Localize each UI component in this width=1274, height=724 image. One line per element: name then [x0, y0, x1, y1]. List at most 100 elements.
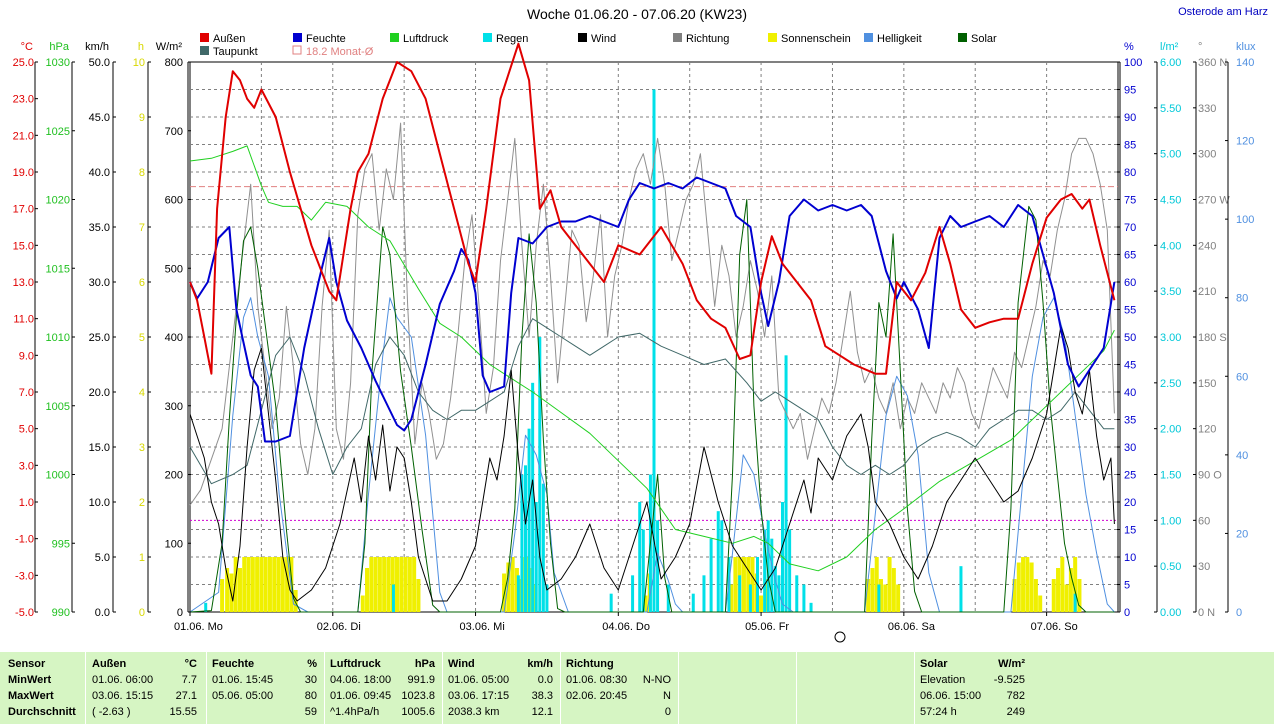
rain-bar [1073, 593, 1077, 612]
legend-label: Feuchte [306, 33, 346, 45]
rain-bar [391, 584, 395, 612]
rain-bar [877, 584, 881, 612]
wind-axis-tick-label: 45.0 [89, 112, 110, 124]
wind-axis-tick-label: 20.0 [89, 387, 110, 399]
rain-bar [763, 529, 767, 612]
wind-series-line [189, 325, 1115, 602]
stats-wind-header: Wind [448, 658, 475, 670]
lux-axis-tick-label: 140 [1236, 57, 1254, 69]
hum-axis-tick-label: 10 [1124, 552, 1136, 564]
rain-bar [766, 520, 770, 612]
stats-solar-cell: 06.06. 15:00 [920, 690, 982, 702]
sunshine-bar [377, 557, 382, 612]
stats-feuchte-cell: 05.06. 05:00 [212, 690, 274, 702]
rain-bar [716, 511, 720, 612]
legend-label: Sonnenschein [781, 33, 851, 45]
rain-bar [638, 502, 642, 612]
hum-axis-tick-label: 85 [1124, 140, 1136, 152]
legend-swatch [673, 33, 682, 42]
hum-axis-tick-label: 50 [1124, 332, 1136, 344]
temp-axis-tick-label: -3.0 [15, 570, 34, 582]
sunshine-bar [1016, 562, 1021, 612]
stats-feuchte-value: 59 [304, 706, 317, 718]
rain-bar [541, 483, 545, 612]
hum-axis-tick-label: 65 [1124, 250, 1136, 262]
sunshine-bar [1021, 557, 1026, 612]
wind-axis-tick-label: 35.0 [89, 222, 110, 234]
legend-label: Regen [496, 33, 528, 45]
sunshine-bar [386, 557, 391, 612]
stats-row-label: MaxWert [8, 690, 54, 702]
sun-axis-tick-label: 4 [139, 387, 145, 399]
stats-solar-value: 249 [1006, 706, 1025, 718]
stats-column-separator [796, 652, 797, 724]
sun-axis-tick-label: 6 [139, 277, 145, 289]
legend-swatch [768, 33, 777, 42]
hum-axis-tick-label: 95 [1124, 85, 1136, 97]
temp-axis-tick-label: 7.0 [19, 387, 34, 399]
temp-axis-tick-label: 11.0 [13, 314, 34, 326]
dir-axis-tick-label: 150 [1198, 378, 1216, 390]
sunshine-bar [883, 584, 888, 612]
sunshine-bar [246, 557, 251, 612]
sunshine-bar [412, 557, 417, 612]
press-axis-tick-label: 990 [52, 607, 70, 619]
wind-axis-tick-label: 0.0 [95, 607, 110, 619]
solar-axis-tick-label: 100 [165, 538, 183, 550]
rain-bar [809, 602, 813, 612]
legend-swatch [292, 45, 302, 55]
stats-column-separator [324, 652, 325, 724]
x-tick-label: 04.06. Do [602, 621, 650, 633]
wind-axis-tick-label: 50.0 [89, 57, 110, 69]
stats-richtung-value: N-NO [642, 674, 671, 686]
solar-axis-tick-label: 0 [177, 607, 183, 619]
stats-row-label: MinWert [8, 674, 52, 686]
sunshine-bar [360, 595, 365, 612]
sun-axis-tick-label: 3 [139, 442, 145, 454]
stats-column-separator [678, 652, 679, 724]
sunshine-bar [870, 568, 875, 612]
stats-column-separator [206, 652, 207, 724]
rain-bar [609, 593, 613, 612]
rain-bar [666, 584, 670, 612]
sunshine-bar [510, 557, 515, 612]
stats-aussen-cell: 03.06. 15:15 [92, 690, 154, 702]
sun-axis-tick-label: 8 [139, 167, 145, 179]
hum-axis-tick-label: 15 [1124, 525, 1136, 537]
humidity-series-line [189, 176, 1116, 443]
stats-feuchte-cell: 01.06. 15:45 [212, 674, 274, 686]
solar-axis-tick-label: 700 [165, 126, 183, 138]
solar-axis-tick-label: 600 [165, 195, 183, 207]
legend-swatch [578, 33, 587, 42]
sunshine-bar [1029, 562, 1034, 612]
temp-axis-tick-label: 9.0 [19, 350, 34, 362]
x-tick-label: 03.06. Mi [460, 621, 505, 633]
sunshine-bar [272, 557, 277, 612]
sunshine-bar [416, 579, 421, 612]
rain-axis-tick-label: 3.00 [1160, 332, 1181, 344]
stats-column-separator [85, 652, 86, 724]
rain-bar [545, 584, 549, 612]
weather-chart: 01.06. Mo 02.06. Di 03.06. Mi 04.06. Do 05.0… [13, 33, 1256, 643]
rain-bar [652, 89, 656, 612]
dir-axis-tick-label: 60 [1198, 515, 1210, 527]
sunshine-bar [250, 557, 255, 612]
sunshine-bar [1033, 579, 1038, 612]
rain-axis-tick-label: 2.50 [1160, 378, 1181, 390]
press-axis-unit: hPa [49, 41, 69, 53]
rain-bar [538, 337, 542, 612]
rain-bar [631, 575, 635, 612]
stats-column-separator [560, 652, 561, 724]
stats-luftdruck-header: Luftdruck [330, 658, 381, 670]
legend-swatch [864, 33, 873, 42]
rain-axis-tick-label: 3.50 [1160, 286, 1181, 298]
solar-axis-unit: W/m² [156, 41, 183, 53]
sunshine-bar [255, 557, 260, 612]
stats-wind-cell: 01.06. 05:00 [448, 674, 510, 686]
rain-bar [691, 593, 695, 612]
stats-wind-cell: 2038.3 km [448, 706, 500, 718]
dir-axis-tick-label: 360 N [1198, 57, 1227, 69]
dir-axis-tick-label: 240 [1198, 240, 1216, 252]
sunshine-bar [225, 568, 230, 612]
sunshine-bar [759, 595, 764, 612]
